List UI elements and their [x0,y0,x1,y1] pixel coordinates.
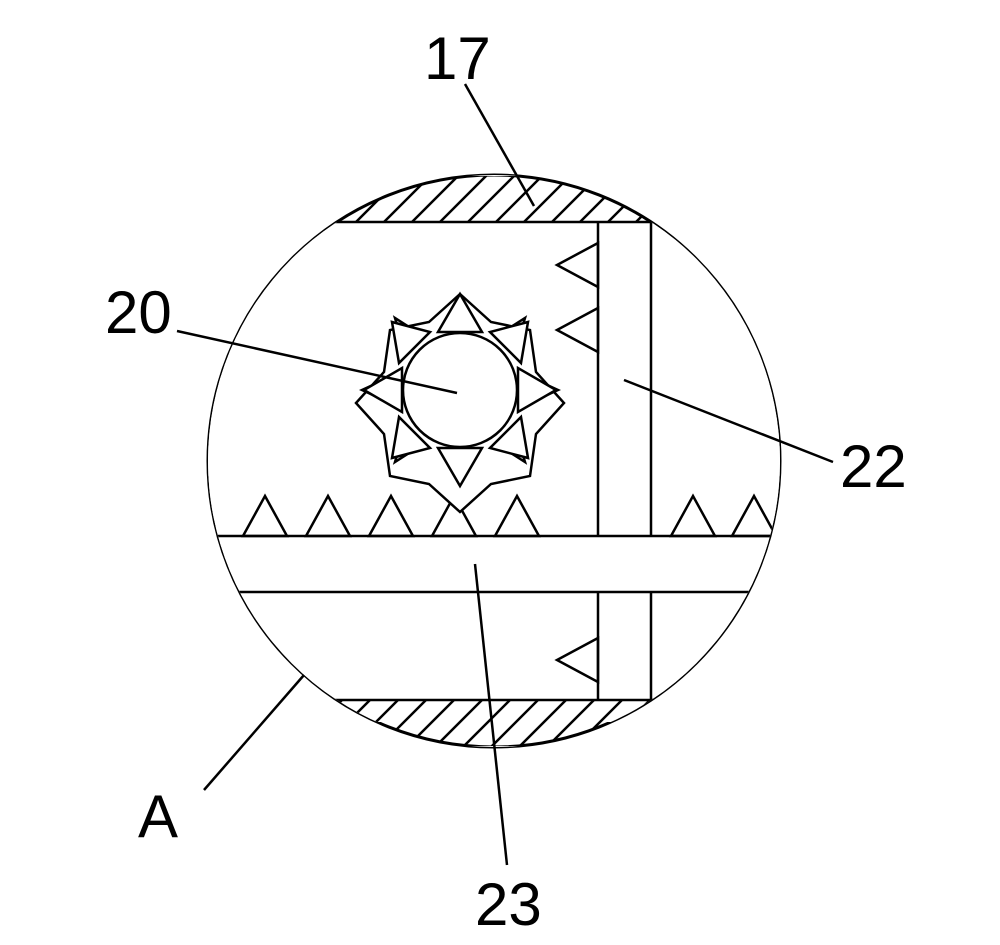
leader-A [204,675,304,790]
label-17: 17 [424,24,491,93]
label-20: 20 [105,278,172,347]
label-A: A [138,782,178,851]
label-22: 22 [840,432,907,501]
label-23: 23 [475,870,542,939]
